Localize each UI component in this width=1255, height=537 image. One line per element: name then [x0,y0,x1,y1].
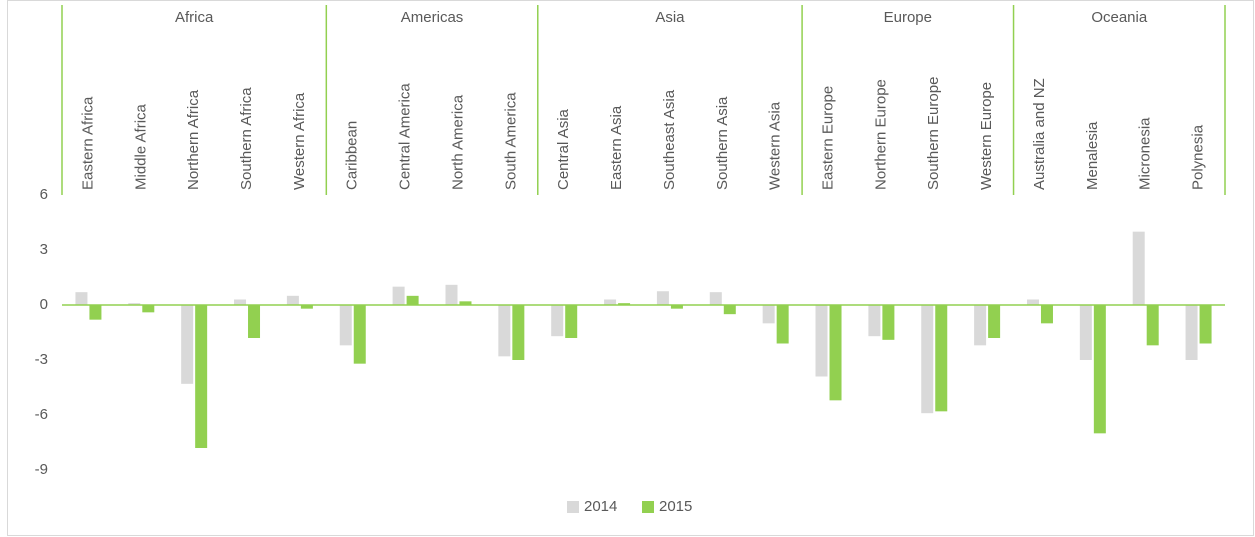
group-label: Americas [401,9,464,26]
bar [1079,305,1092,360]
bar [656,291,669,305]
bar [882,305,895,340]
group-label: Europe [884,9,932,26]
bar [1185,305,1198,360]
x-tick-label: Central America [397,83,414,190]
x-tick-label: Eastern Asia [608,105,625,190]
bar [1093,305,1106,434]
x-tick-label: Western Europe [978,82,995,190]
bar [459,301,472,305]
x-tick-label: Micronesia [1137,117,1154,190]
bar [248,305,261,338]
x-tick-label: North America [449,94,466,190]
bar [709,292,722,305]
x-tick-label: Northern Africa [185,89,202,190]
x-tick-label: Eastern Africa [79,96,96,190]
x-tick-label: Polynesia [1190,124,1207,190]
group-label: Africa [175,9,214,26]
bar [498,305,511,357]
legend-swatch [567,501,579,513]
bar [512,305,525,360]
bar [300,305,313,309]
x-tick-label: Eastern Europe [819,86,836,190]
bar [142,305,155,313]
bar [1132,231,1145,305]
bar [392,286,405,305]
bar [445,284,458,305]
bar [353,305,366,364]
bar [935,305,948,412]
chart-border [7,0,1254,536]
group-label: Oceania [1091,9,1148,26]
x-tick-label: Western Asia [767,101,784,190]
bar [868,305,881,337]
legend-label: 2015 [659,498,692,515]
bar [128,303,141,305]
bar [762,305,775,324]
bar [1146,305,1159,346]
x-tick-label: Southern Asia [714,96,731,190]
x-tick-label: South America [502,92,519,190]
bar [921,305,934,414]
bar [234,299,247,305]
y-tick-label: 6 [40,186,48,203]
legend-label: 2014 [584,498,617,515]
bar [565,305,578,338]
legend-swatch [642,501,654,513]
bar [181,305,194,384]
x-tick-label: Western Africa [291,92,308,190]
bar [286,295,299,305]
x-tick-label: Central Asia [555,108,572,190]
bar [618,303,631,305]
bar [723,305,736,315]
bar [75,292,88,305]
bar [988,305,1001,338]
x-tick-label: Northern Europe [872,79,889,190]
x-tick-label: Southern Europe [925,77,942,190]
bar [670,305,683,309]
bar [776,305,789,344]
bar [195,305,208,448]
y-tick-label: -3 [35,351,48,368]
x-tick-label: Menalesia [1084,121,1101,190]
bar [89,305,102,320]
group-label: Asia [655,9,685,26]
bar [815,305,828,377]
y-tick-label: 3 [40,241,48,258]
y-tick-label: -9 [35,461,48,478]
x-tick-label: Australia and NZ [1031,78,1048,190]
y-tick-label: 0 [40,296,48,313]
x-tick-label: Caribbean [344,121,361,190]
bar [406,295,419,305]
bar [551,305,564,337]
bar [1199,305,1212,344]
x-tick-label: Middle Africa [132,103,149,190]
y-tick-label: -6 [35,406,48,423]
bar [339,305,352,346]
bar [604,299,617,305]
bar [1040,305,1053,324]
bar [1026,299,1039,305]
bar [829,305,842,401]
bar [974,305,987,346]
x-tick-label: Southeast Asia [661,89,678,190]
x-tick-label: Southern Africa [238,87,255,190]
